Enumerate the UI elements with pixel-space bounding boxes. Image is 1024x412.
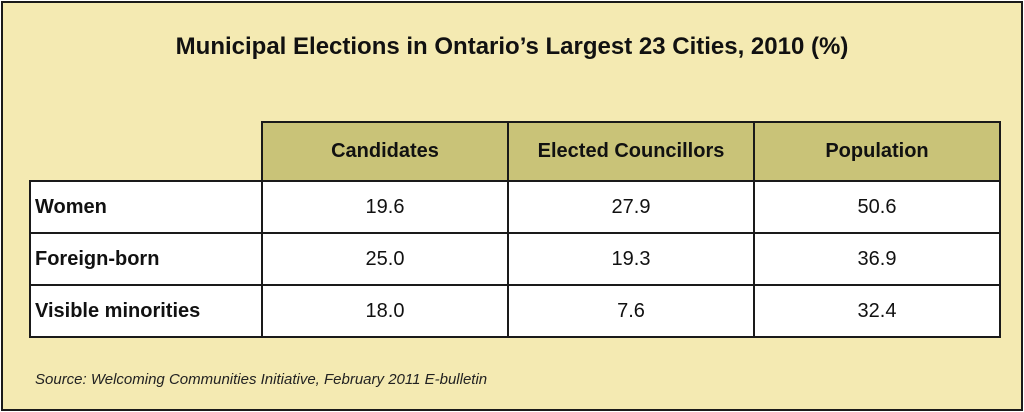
cell-visible-minorities-elected-councillors: 7.6	[507, 284, 755, 338]
cell-foreign-born-candidates: 25.0	[261, 232, 509, 286]
column-header-population: Population	[753, 121, 1001, 182]
data-table: Candidates Elected Councillors Populatio…	[29, 121, 1001, 338]
cell-visible-minorities-population: 32.4	[753, 284, 1001, 338]
table-row-foreign-born: Foreign-born 25.0 19.3 36.9	[29, 232, 1001, 286]
corner-cell	[30, 122, 263, 182]
cell-women-population: 50.6	[753, 180, 1001, 234]
row-label-visible-minorities: Visible minorities	[29, 284, 263, 338]
column-header-elected-councillors: Elected Councillors	[507, 121, 755, 182]
row-label-foreign-born: Foreign-born	[29, 232, 263, 286]
source-note: Source: Welcoming Communities Initiative…	[35, 371, 488, 388]
cell-women-candidates: 19.6	[261, 180, 509, 234]
row-label-women: Women	[29, 180, 263, 234]
header-row: Candidates Elected Councillors Populatio…	[30, 121, 1001, 182]
table-row-women: Women 19.6 27.9 50.6	[29, 180, 1001, 234]
cell-visible-minorities-candidates: 18.0	[261, 284, 509, 338]
cell-foreign-born-elected-councillors: 19.3	[507, 232, 755, 286]
chart-title: Municipal Elections in Ontario’s Largest…	[175, 33, 849, 60]
cell-women-elected-councillors: 27.9	[507, 180, 755, 234]
cell-foreign-born-population: 36.9	[753, 232, 1001, 286]
table-row-visible-minorities: Visible minorities 18.0 7.6 32.4	[29, 284, 1001, 338]
column-header-candidates: Candidates	[261, 121, 509, 182]
